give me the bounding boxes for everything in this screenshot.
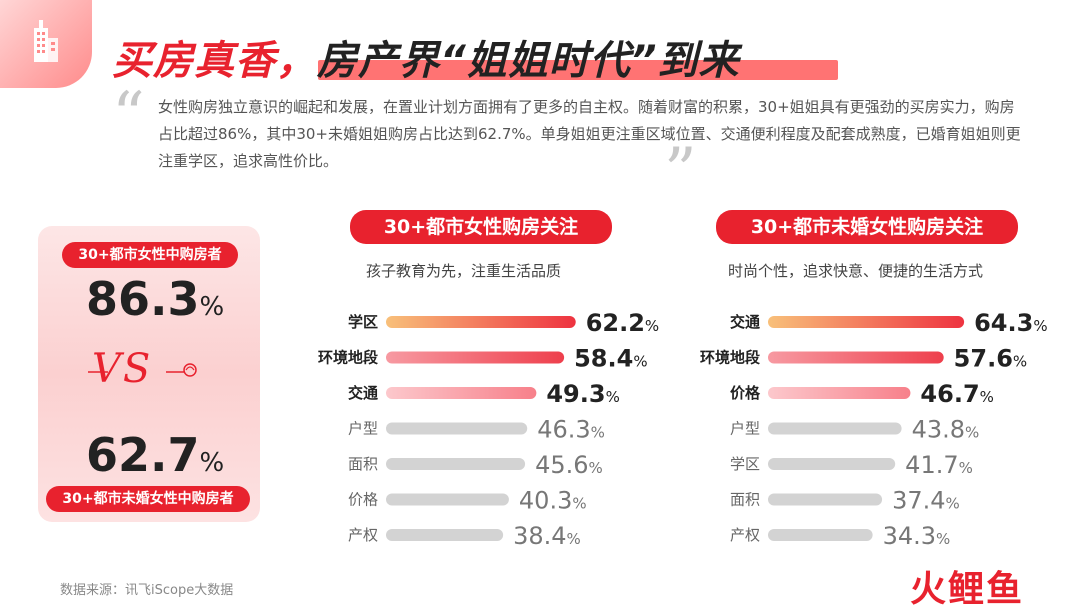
- chart2-category-label: 交通: [730, 313, 760, 331]
- intro-paragraph: 女性购房独立意识的崛起和发展，在置业计划方面拥有了更多的自主权。随着财富的积累，…: [158, 98, 1021, 170]
- chart2-value-unit: %: [1033, 317, 1047, 335]
- chart1-bar: [386, 316, 576, 328]
- top-buyer-unit: %: [199, 292, 225, 322]
- chart1-bar: [386, 422, 528, 435]
- building-icon: [34, 20, 58, 62]
- chart2-category-label: 产权: [730, 526, 760, 544]
- chart2-value-label: 46.7%: [920, 380, 993, 408]
- chart2-bar: [768, 351, 944, 364]
- bottom-buyer-value: 62.7%: [86, 428, 224, 482]
- chart2-title: 30+都市未婚女性购房关注: [716, 210, 1018, 244]
- chart1-bar: [386, 529, 504, 541]
- chart1-category-label: 面积: [348, 455, 378, 473]
- chart1-value-label: 46.3%: [537, 416, 605, 444]
- header-badge: [0, 0, 92, 88]
- chart2-category-label: 户型: [730, 420, 760, 438]
- chart1-value-label: 38.4%: [513, 522, 581, 550]
- chart2-subtitle: 时尚个性，追求快意、便捷的生活方式: [728, 262, 984, 280]
- page-title-part1: 买房真香，: [112, 38, 317, 84]
- close-quote-icon: ”: [664, 135, 697, 209]
- chart1-value-label: 49.3%: [546, 380, 619, 408]
- chart1-value-label: 45.6%: [535, 451, 603, 479]
- chart1-value-label: 58.4%: [574, 345, 647, 373]
- open-quote-icon: “: [112, 79, 145, 153]
- chart1-category-label: 户型: [348, 420, 378, 438]
- chart1-value-label: 40.3%: [519, 487, 587, 515]
- chart1-category-label: 环境地段: [318, 349, 378, 367]
- chart1-category-label: 交通: [348, 384, 378, 402]
- chart2-value-unit: %: [965, 424, 979, 442]
- bottom-buyer-label: 30+都市未婚女性中购房者: [46, 486, 250, 512]
- chart1-subtitle: 孩子教育为先，注重生活品质: [366, 262, 562, 280]
- chart2-category-label: 学区: [730, 455, 760, 473]
- page-title-part2: 房产界“姐姐时代”到来: [317, 38, 740, 84]
- chart2-value-unit: %: [936, 530, 950, 548]
- chart1-value-unit: %: [572, 495, 586, 513]
- chart1-category-label: 学区: [348, 313, 378, 331]
- chart2-value-label: 57.6%: [954, 345, 1027, 373]
- chart2-category-label: 面积: [730, 491, 760, 509]
- chart1-bar: [386, 493, 509, 506]
- chart2-bar: [768, 316, 965, 328]
- bottom-buyer-unit: %: [199, 448, 225, 478]
- chart1-value-unit: %: [633, 353, 647, 371]
- chart2-value-unit: %: [1013, 353, 1027, 371]
- chart1-value-unit: %: [591, 424, 605, 442]
- bottom-buyer-number: 62.7: [86, 428, 200, 482]
- vs-decoration-icon: [88, 363, 197, 377]
- chart2-bar: [768, 529, 873, 541]
- chart1-value-unit: %: [645, 317, 659, 335]
- chart2-bar: [768, 458, 896, 470]
- chart2-bar: [768, 387, 911, 399]
- chart1-value-unit: %: [606, 388, 620, 406]
- chart2-value-label: 37.4%: [892, 487, 960, 515]
- chart1-value-label: 62.2%: [586, 309, 659, 337]
- chart1-title: 30+都市女性购房关注: [350, 210, 612, 244]
- chart1-value-unit: %: [589, 459, 603, 477]
- chart1-bar: [386, 458, 526, 470]
- chart1-category-label: 产权: [348, 526, 378, 544]
- data-source: 数据来源：讯飞iScope大数据: [60, 583, 234, 598]
- chart1-value-unit: %: [567, 530, 581, 548]
- chart2-value-label: 64.3%: [974, 309, 1047, 337]
- title-underline: [318, 60, 838, 80]
- brand-logo: 火鲤鱼: [910, 569, 1025, 610]
- chart2-value-label: 34.3%: [883, 522, 951, 550]
- chart2-category-label: 价格: [730, 384, 761, 402]
- chart2-value-unit: %: [980, 388, 994, 406]
- page-title: 买房真香，房产界“姐姐时代”到来: [112, 28, 740, 86]
- chart2-value-label: 43.8%: [912, 416, 980, 444]
- chart2-value-unit: %: [959, 459, 973, 477]
- top-buyer-number: 86.3: [86, 272, 200, 326]
- chart2-bar: [768, 422, 902, 435]
- top-buyer-label: 30+都市女性中购房者: [62, 242, 238, 268]
- chart2-bar: [768, 493, 883, 506]
- comparison-card: [38, 226, 260, 522]
- chart1-bar: [386, 387, 537, 399]
- top-buyer-value: 86.3%: [86, 272, 224, 326]
- chart2-value-label: 41.7%: [905, 451, 973, 479]
- chart1-bar: [386, 351, 565, 364]
- chart2-value-unit: %: [946, 495, 960, 513]
- chart1-category-label: 价格: [348, 491, 378, 509]
- chart2-category-label: 环境地段: [700, 349, 760, 367]
- vs-label: VS: [92, 346, 153, 392]
